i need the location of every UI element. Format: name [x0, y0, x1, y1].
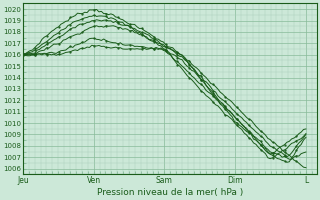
- X-axis label: Pression niveau de la mer( hPa ): Pression niveau de la mer( hPa ): [97, 188, 243, 197]
